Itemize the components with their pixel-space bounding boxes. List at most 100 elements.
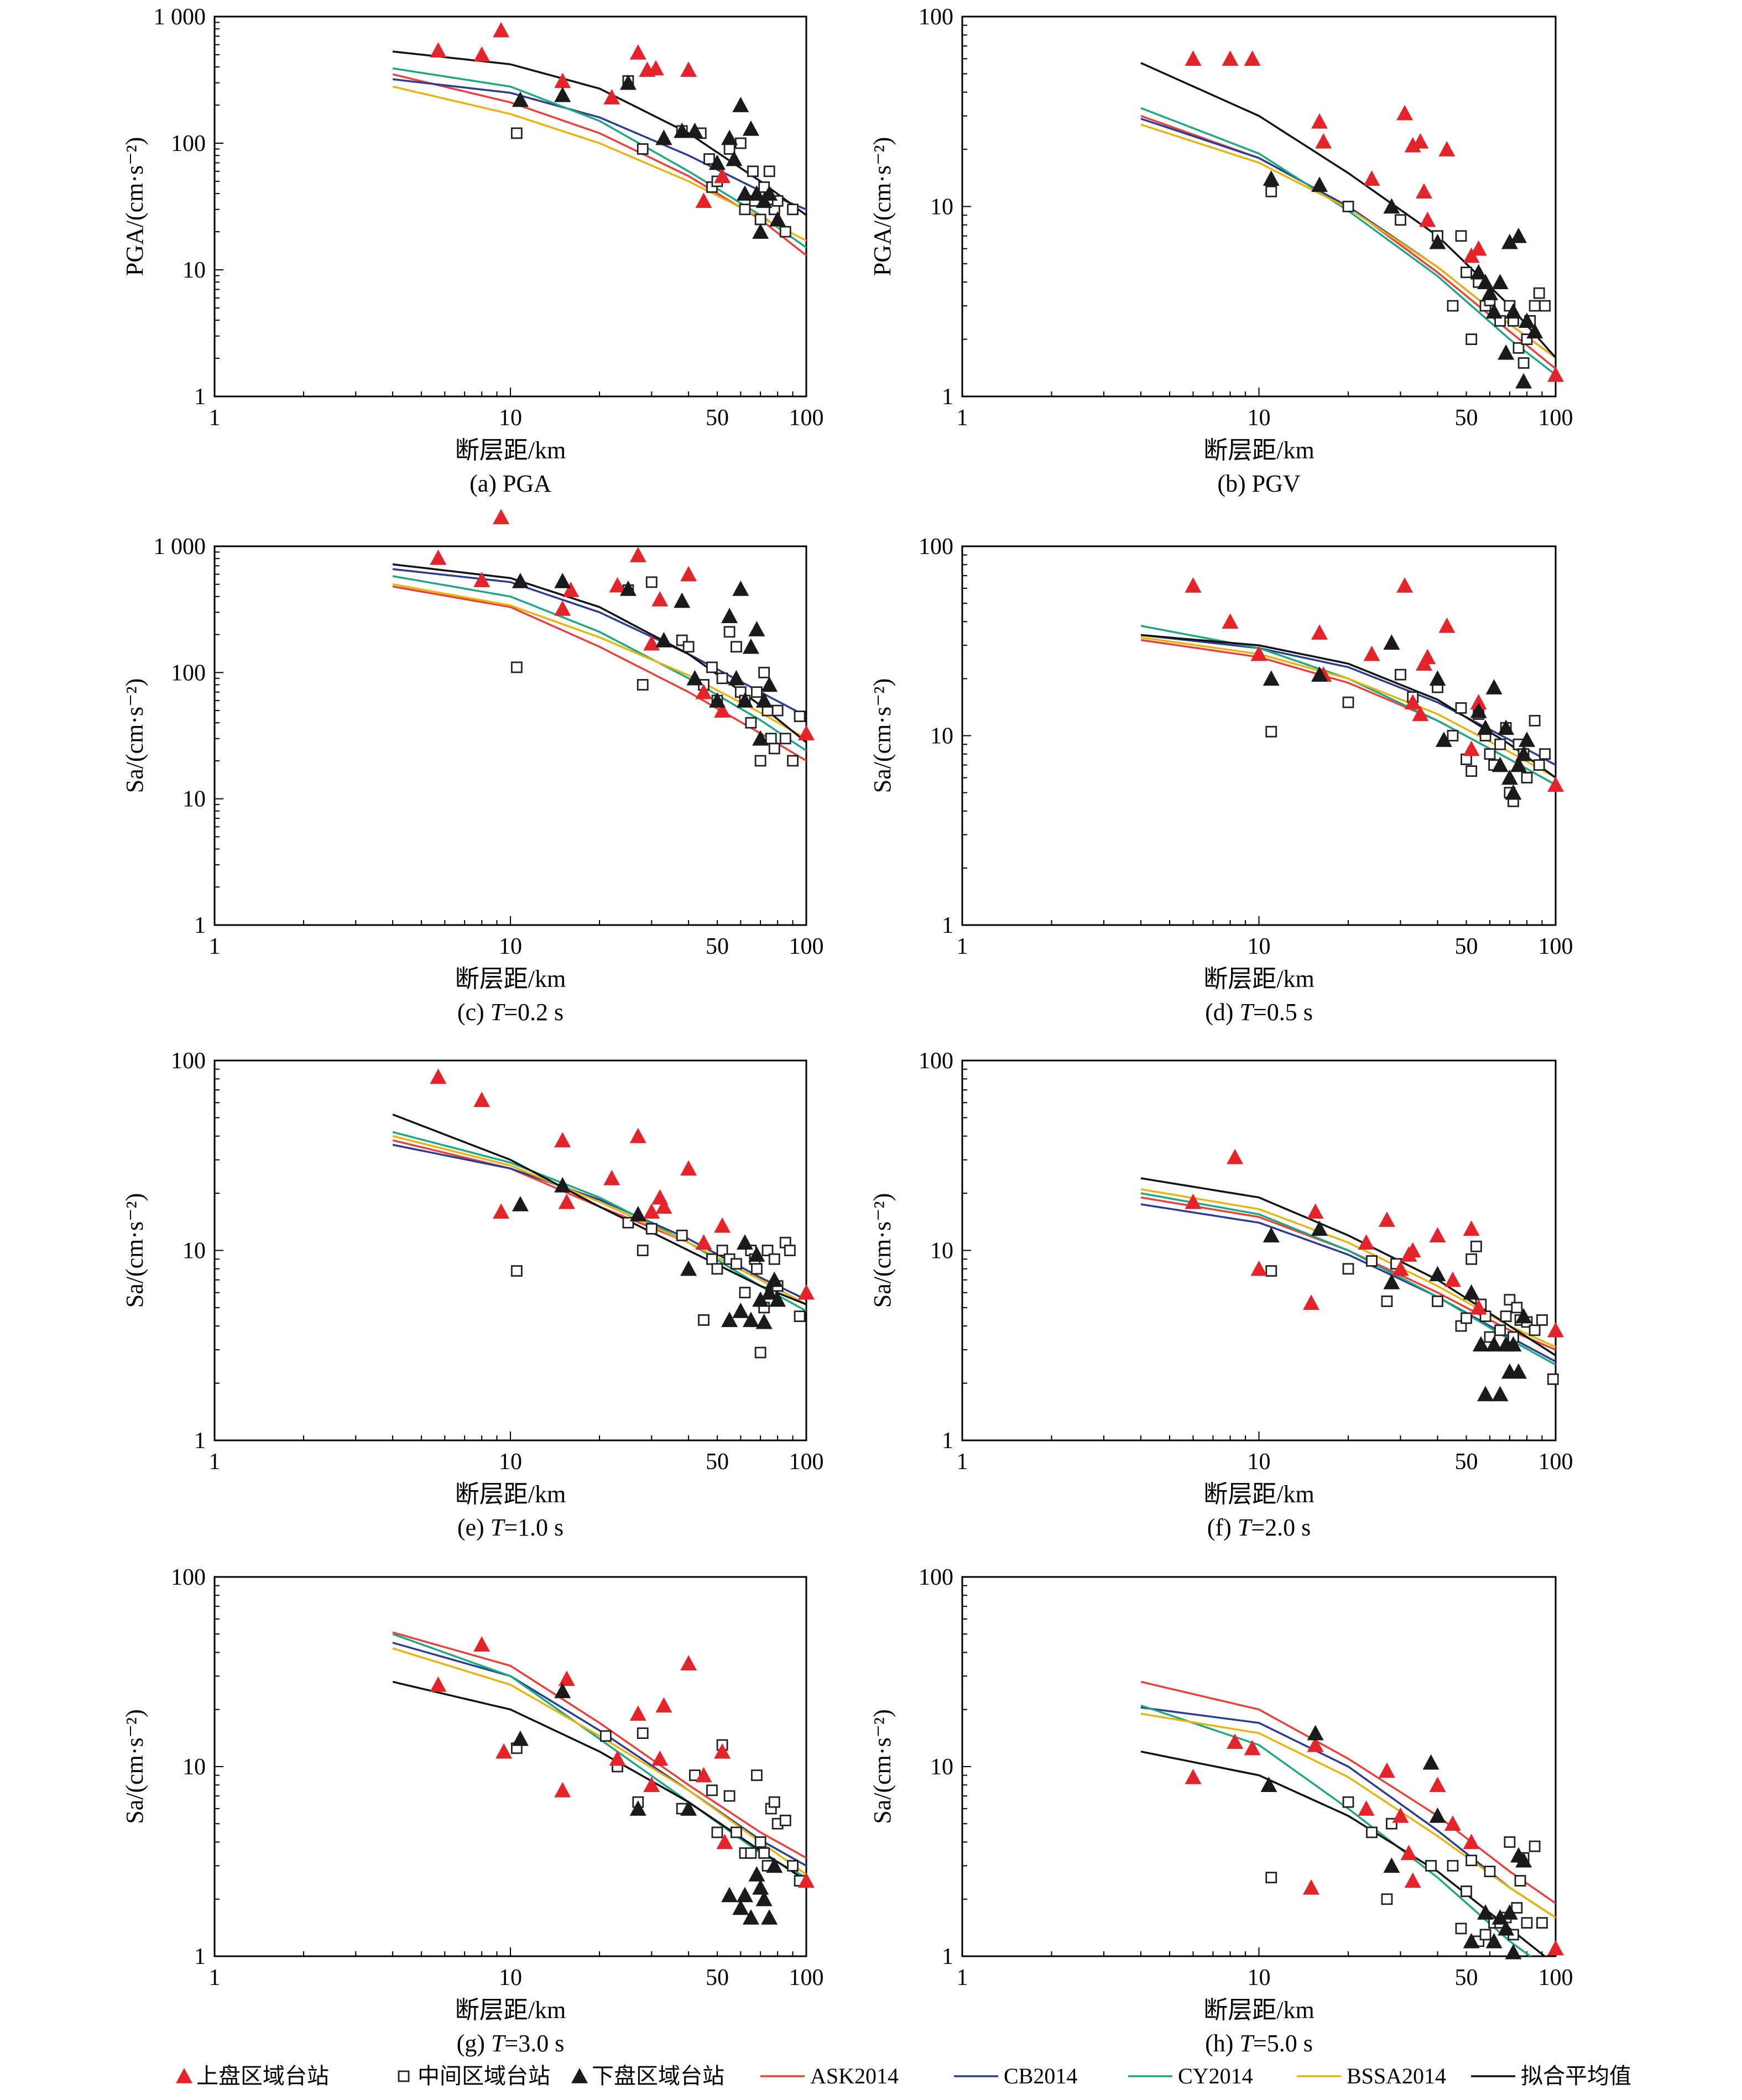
point-hanging-wall-station bbox=[1429, 1777, 1446, 1792]
x-tick-label: 10 bbox=[499, 1965, 522, 1991]
y-tick-label: 1 bbox=[194, 1428, 206, 1454]
point-middle-station bbox=[779, 1815, 791, 1826]
point-hanging-wall-station bbox=[1378, 1762, 1395, 1778]
legend-label-fw: 下盘区域台站 bbox=[592, 2064, 724, 2088]
point-footwall-station bbox=[1515, 373, 1532, 389]
point-footwall-station bbox=[752, 1291, 769, 1307]
point-hanging-wall-station bbox=[1547, 776, 1564, 792]
point-hanging-wall-station bbox=[430, 42, 447, 58]
series-line-cy bbox=[392, 1131, 806, 1312]
caption-prefix: (d) bbox=[1205, 999, 1239, 1026]
point-footwall-station bbox=[1491, 1386, 1509, 1402]
point-group bbox=[430, 509, 815, 767]
point-footwall-station bbox=[629, 1800, 646, 1816]
point-footwall-station bbox=[736, 1234, 753, 1250]
point-footwall-station bbox=[554, 1683, 571, 1699]
x-tick-label: 100 bbox=[1538, 405, 1573, 431]
point-middle-station bbox=[739, 1287, 751, 1299]
point-hanging-wall-station bbox=[695, 683, 712, 699]
point-hanging-wall-station bbox=[1415, 183, 1432, 199]
point-group bbox=[1185, 50, 1564, 389]
point-footwall-station bbox=[761, 185, 778, 201]
legend-item-mid: 中间区域台站 bbox=[398, 2064, 550, 2088]
point-footwall-station bbox=[680, 1800, 697, 1816]
panel-caption: (e) T=1.0 s bbox=[457, 1514, 564, 1541]
caption-value: =2.0 s bbox=[1251, 1514, 1311, 1541]
point-footwall-station bbox=[742, 638, 759, 654]
curve-group bbox=[392, 1113, 806, 1312]
point-middle-station bbox=[1342, 696, 1354, 708]
point-hanging-wall-station bbox=[798, 1284, 815, 1300]
y-tick-label: 10 bbox=[182, 258, 206, 283]
caption-variable: T bbox=[491, 999, 506, 1026]
plot-frame bbox=[213, 1059, 807, 1441]
point-hanging-wall-station bbox=[643, 1777, 660, 1792]
point-group bbox=[430, 1636, 815, 1925]
point-middle-station bbox=[787, 203, 799, 216]
point-footwall-station bbox=[1498, 1920, 1515, 1936]
point-middle-station bbox=[758, 1847, 770, 1859]
point-footwall-station bbox=[752, 1879, 769, 1895]
point-middle-station bbox=[637, 1245, 649, 1256]
point-footwall-station bbox=[1481, 285, 1498, 300]
point-footwall-station bbox=[1491, 274, 1509, 289]
point-middle-station bbox=[754, 1836, 766, 1848]
point-middle-station bbox=[758, 666, 770, 678]
point-footwall-station bbox=[1311, 666, 1328, 682]
point-hanging-wall-station bbox=[1400, 1845, 1417, 1861]
point-footwall-station bbox=[1477, 1904, 1494, 1920]
legend: 上盘区域台站 中间区域台站 下盘区域台站 ASK2014 CB2014 CY2014 BSS… bbox=[176, 2064, 1631, 2088]
point-middle-station bbox=[1447, 300, 1459, 312]
point-footwall-station bbox=[1485, 1336, 1503, 1352]
point-hanging-wall-station bbox=[651, 591, 669, 607]
x-tick-label: 1 bbox=[209, 934, 221, 959]
point-hanging-wall-station bbox=[1470, 240, 1487, 256]
y-tick-label: 1 bbox=[194, 1944, 206, 1970]
plot-frame bbox=[961, 545, 1557, 926]
legend-item-fw: 下盘区域台站 bbox=[571, 2064, 724, 2088]
y-tick-label: 100 bbox=[919, 1048, 953, 1074]
point-middle-station bbox=[1512, 342, 1525, 354]
point-middle-station bbox=[706, 661, 718, 673]
point-footwall-station bbox=[1515, 745, 1532, 761]
point-footwall-station bbox=[732, 581, 749, 596]
point-middle-station bbox=[1465, 1253, 1478, 1265]
point-middle-station bbox=[754, 1346, 766, 1359]
point-hanging-wall-station bbox=[473, 1091, 491, 1108]
point-hanging-wall-station bbox=[430, 1676, 447, 1692]
point-hanging-wall-station bbox=[1392, 1260, 1409, 1276]
point-hanging-wall-station bbox=[798, 725, 815, 741]
x-tick-label: 100 bbox=[789, 1965, 824, 1991]
legend-marker-hw bbox=[176, 2068, 192, 2083]
point-footwall-station bbox=[761, 676, 778, 692]
point-middle-station bbox=[1455, 1923, 1467, 1935]
point-middle-station bbox=[771, 704, 784, 717]
plot-frame bbox=[213, 545, 807, 926]
point-footwall-station bbox=[1501, 769, 1518, 785]
point-footwall-station bbox=[686, 122, 703, 138]
point-middle-station bbox=[1342, 1796, 1354, 1808]
point-middle-station bbox=[1539, 748, 1551, 760]
legend-item-ask: ASK2014 bbox=[760, 2064, 899, 2088]
point-hanging-wall-station bbox=[493, 22, 510, 38]
point-middle-station bbox=[1366, 1826, 1378, 1838]
point-middle-station bbox=[754, 213, 766, 226]
point-middle-station bbox=[1447, 1859, 1459, 1872]
point-middle-station bbox=[1395, 668, 1406, 681]
point-hanging-wall-station bbox=[1302, 1879, 1319, 1895]
point-footwall-station bbox=[1477, 1386, 1494, 1402]
series-line-bssa bbox=[392, 85, 806, 242]
point-hanging-wall-station bbox=[554, 600, 571, 616]
x-axis-label: 断层距/km bbox=[455, 437, 566, 464]
point-footwall-station bbox=[736, 692, 753, 708]
point-hanging-wall-station bbox=[430, 549, 447, 565]
point-middle-station bbox=[1521, 1917, 1533, 1929]
point-footwall-station bbox=[708, 154, 726, 170]
point-hanging-wall-station bbox=[603, 1169, 620, 1185]
point-hanging-wall-station bbox=[680, 1160, 697, 1176]
point-hanging-wall-station bbox=[1463, 740, 1480, 756]
point-middle-station bbox=[1461, 1885, 1472, 1897]
chart-panel-f: 1 10 50 100 1 10 100 断层距/km Sa/(cm·s⁻²) (f) T=2.0… bbox=[869, 1048, 1573, 1541]
x-tick-label: 50 bbox=[1454, 934, 1478, 959]
y-tick-label: 10 bbox=[182, 1239, 206, 1264]
